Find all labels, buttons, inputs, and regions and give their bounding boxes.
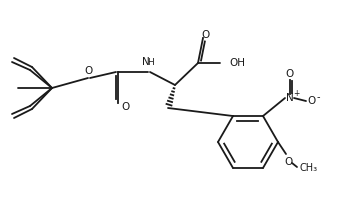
Text: O: O xyxy=(84,66,92,76)
Text: H: H xyxy=(148,57,154,67)
Text: O: O xyxy=(121,102,129,112)
Text: CH₃: CH₃ xyxy=(300,163,318,173)
Text: O: O xyxy=(286,69,294,79)
Text: O: O xyxy=(308,96,316,106)
Text: N: N xyxy=(286,93,294,103)
Text: O: O xyxy=(202,30,210,40)
Text: OH: OH xyxy=(229,58,245,68)
Text: N: N xyxy=(142,57,150,67)
Text: +: + xyxy=(293,89,299,98)
Text: O: O xyxy=(285,157,293,167)
Text: -: - xyxy=(316,92,320,102)
